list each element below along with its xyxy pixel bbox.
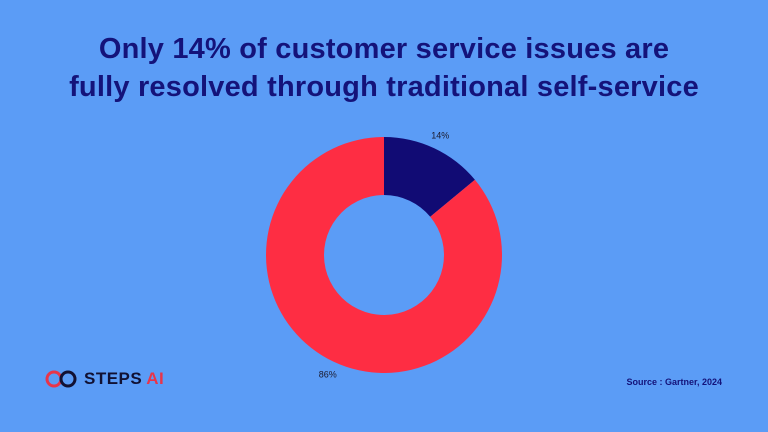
steps-logo-icon xyxy=(45,370,77,388)
title-line-1: Only 14% of customer service issues are xyxy=(98,33,670,65)
page-title: Only 14% of customer service issues are … xyxy=(0,30,768,106)
slice-label-86: 86% xyxy=(319,369,337,379)
brand-name: STEPS AI xyxy=(84,369,164,389)
donut-slice-86 xyxy=(266,137,502,373)
brand-name-main: STEPS xyxy=(84,369,143,388)
donut-slice-14 xyxy=(384,137,475,217)
slice-label-14: 14% xyxy=(431,131,449,141)
source-note: Source : Gartner, 2024 xyxy=(626,377,722,387)
brand-name-suffix: AI xyxy=(146,369,165,388)
brand-logo: STEPS AI xyxy=(44,368,164,390)
title-line-2: fully resolved through traditional self-… xyxy=(69,71,699,103)
